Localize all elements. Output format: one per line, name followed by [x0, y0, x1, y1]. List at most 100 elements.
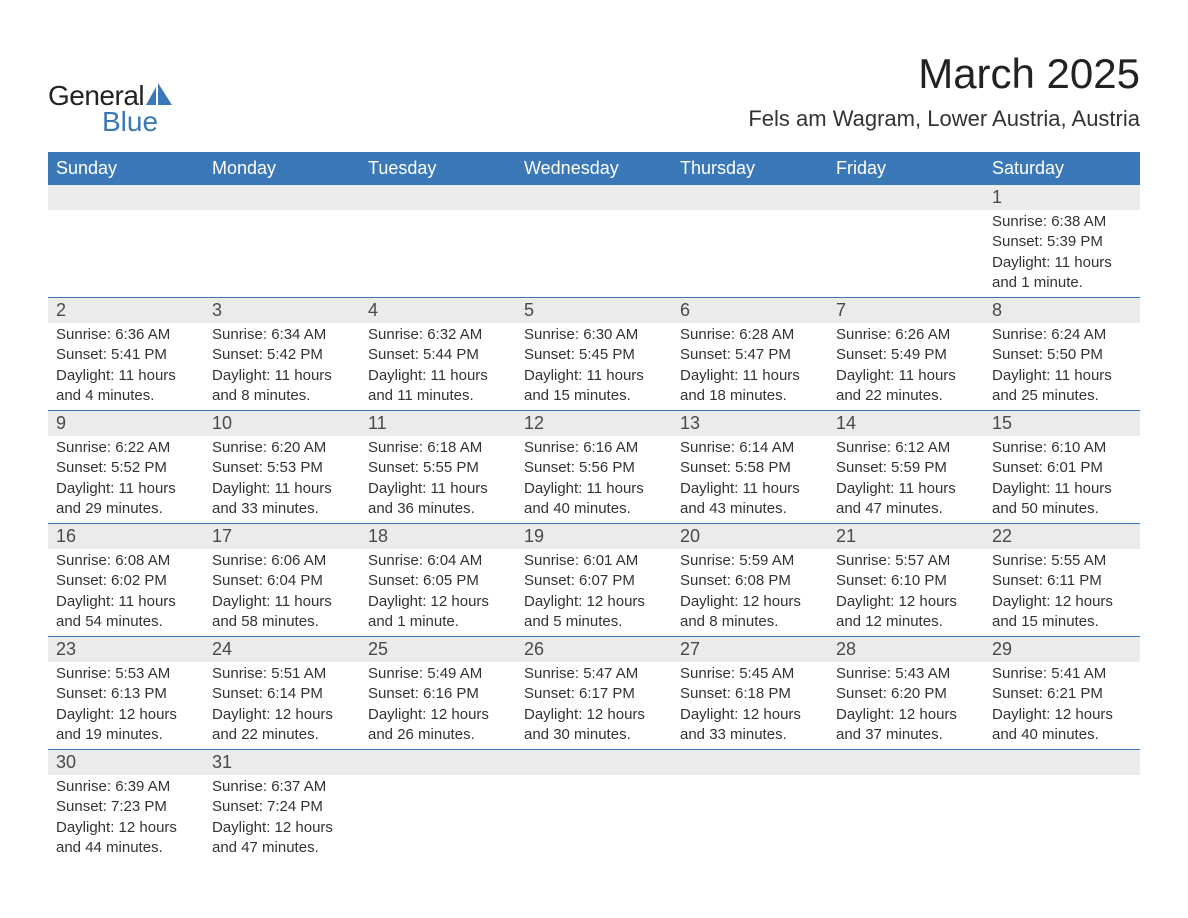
day-detail-line: Sunrise: 5:53 AM	[56, 664, 196, 684]
day-number-cell: 21	[828, 524, 984, 550]
day-detail-cell: Sunrise: 6:30 AMSunset: 5:45 PMDaylight:…	[516, 323, 672, 411]
day-detail-line: and 58 minutes.	[212, 612, 352, 632]
day-detail-cell: Sunrise: 5:47 AMSunset: 6:17 PMDaylight:…	[516, 662, 672, 750]
day-detail-cell: Sunrise: 5:45 AMSunset: 6:18 PMDaylight:…	[672, 662, 828, 750]
logo-text-blue: Blue	[102, 106, 158, 138]
day-detail-line: Sunset: 5:58 PM	[680, 458, 820, 478]
day-detail-cell: Sunrise: 6:12 AMSunset: 5:59 PMDaylight:…	[828, 436, 984, 524]
day-number-cell: 25	[360, 637, 516, 663]
day-detail-line: Daylight: 11 hours	[56, 366, 196, 386]
day-detail-line: Daylight: 12 hours	[680, 705, 820, 725]
calendar-table: SundayMondayTuesdayWednesdayThursdayFrid…	[48, 152, 1140, 862]
day-number-cell	[672, 750, 828, 776]
day-detail-line: Daylight: 11 hours	[680, 366, 820, 386]
day-detail-cell	[984, 775, 1140, 862]
day-detail-line: Sunrise: 6:39 AM	[56, 777, 196, 797]
day-detail-line: Sunrise: 6:16 AM	[524, 438, 664, 458]
day-detail-line: Sunrise: 5:57 AM	[836, 551, 976, 571]
weekday-header: Friday	[828, 152, 984, 185]
day-detail-cell: Sunrise: 6:32 AMSunset: 5:44 PMDaylight:…	[360, 323, 516, 411]
day-detail-line: Daylight: 11 hours	[524, 366, 664, 386]
day-detail-line: Sunrise: 6:37 AM	[212, 777, 352, 797]
day-detail-cell	[672, 775, 828, 862]
day-detail-line: Sunset: 5:59 PM	[836, 458, 976, 478]
day-detail-line: Daylight: 12 hours	[836, 705, 976, 725]
day-detail-line: Sunrise: 6:28 AM	[680, 325, 820, 345]
day-detail-line: Sunrise: 5:51 AM	[212, 664, 352, 684]
weekday-header-row: SundayMondayTuesdayWednesdayThursdayFrid…	[48, 152, 1140, 185]
day-detail-line: Sunset: 6:08 PM	[680, 571, 820, 591]
week-detail-row: Sunrise: 6:36 AMSunset: 5:41 PMDaylight:…	[48, 323, 1140, 411]
day-number-cell: 12	[516, 411, 672, 437]
day-detail-line: Sunset: 6:07 PM	[524, 571, 664, 591]
day-detail-line: and 50 minutes.	[992, 499, 1132, 519]
day-number-cell	[672, 185, 828, 210]
day-detail-cell	[204, 210, 360, 298]
day-detail-cell: Sunrise: 5:55 AMSunset: 6:11 PMDaylight:…	[984, 549, 1140, 637]
page-header: General Blue March 2025 Fels am Wagram, …	[48, 50, 1140, 138]
day-detail-line: and 40 minutes.	[992, 725, 1132, 745]
day-number-cell	[360, 750, 516, 776]
day-detail-line: Sunset: 6:05 PM	[368, 571, 508, 591]
day-detail-line: and 19 minutes.	[56, 725, 196, 745]
day-detail-line: Sunset: 6:01 PM	[992, 458, 1132, 478]
day-detail-line: Sunrise: 5:43 AM	[836, 664, 976, 684]
weekday-header: Tuesday	[360, 152, 516, 185]
day-detail-line: Sunrise: 6:26 AM	[836, 325, 976, 345]
week-daynum-row: 9101112131415	[48, 411, 1140, 437]
day-detail-line: Sunset: 5:49 PM	[836, 345, 976, 365]
day-detail-cell	[516, 775, 672, 862]
day-detail-line: Sunrise: 6:08 AM	[56, 551, 196, 571]
day-detail-line: Daylight: 11 hours	[212, 592, 352, 612]
week-detail-row: Sunrise: 6:22 AMSunset: 5:52 PMDaylight:…	[48, 436, 1140, 524]
day-detail-line: Daylight: 11 hours	[836, 479, 976, 499]
day-detail-line: Sunset: 6:17 PM	[524, 684, 664, 704]
day-detail-line: Daylight: 12 hours	[992, 592, 1132, 612]
day-detail-line: Sunrise: 5:55 AM	[992, 551, 1132, 571]
day-detail-cell: Sunrise: 5:41 AMSunset: 6:21 PMDaylight:…	[984, 662, 1140, 750]
day-detail-cell: Sunrise: 6:22 AMSunset: 5:52 PMDaylight:…	[48, 436, 204, 524]
day-detail-line: Sunset: 6:21 PM	[992, 684, 1132, 704]
day-number-cell: 9	[48, 411, 204, 437]
weekday-header: Saturday	[984, 152, 1140, 185]
day-detail-cell: Sunrise: 5:43 AMSunset: 6:20 PMDaylight:…	[828, 662, 984, 750]
logo: General Blue	[48, 80, 172, 138]
day-detail-cell	[48, 210, 204, 298]
day-detail-line: and 29 minutes.	[56, 499, 196, 519]
day-detail-line: Daylight: 12 hours	[368, 592, 508, 612]
day-detail-line: Sunset: 5:47 PM	[680, 345, 820, 365]
day-detail-line: Sunrise: 6:12 AM	[836, 438, 976, 458]
day-detail-line: Daylight: 11 hours	[992, 479, 1132, 499]
week-detail-row: Sunrise: 6:39 AMSunset: 7:23 PMDaylight:…	[48, 775, 1140, 862]
day-number-cell	[828, 185, 984, 210]
day-detail-cell	[672, 210, 828, 298]
day-detail-line: Sunset: 5:52 PM	[56, 458, 196, 478]
day-detail-line: and 8 minutes.	[212, 386, 352, 406]
logo-sail-icon	[146, 83, 172, 105]
day-detail-line: Sunset: 6:18 PM	[680, 684, 820, 704]
day-number-cell: 29	[984, 637, 1140, 663]
day-detail-cell: Sunrise: 6:28 AMSunset: 5:47 PMDaylight:…	[672, 323, 828, 411]
day-detail-line: Daylight: 11 hours	[56, 592, 196, 612]
day-detail-line: Sunset: 5:56 PM	[524, 458, 664, 478]
day-detail-line: Sunset: 5:44 PM	[368, 345, 508, 365]
day-detail-line: Sunset: 5:50 PM	[992, 345, 1132, 365]
day-number-cell: 2	[48, 298, 204, 324]
day-detail-cell	[828, 775, 984, 862]
day-number-cell: 23	[48, 637, 204, 663]
day-detail-line: Sunset: 6:02 PM	[56, 571, 196, 591]
day-number-cell: 15	[984, 411, 1140, 437]
day-number-cell	[48, 185, 204, 210]
day-detail-line: Sunrise: 6:24 AM	[992, 325, 1132, 345]
day-number-cell: 10	[204, 411, 360, 437]
weekday-header: Monday	[204, 152, 360, 185]
day-detail-line: and 47 minutes.	[212, 838, 352, 858]
day-detail-line: Sunset: 5:45 PM	[524, 345, 664, 365]
day-detail-line: Daylight: 11 hours	[992, 253, 1132, 273]
day-detail-cell: Sunrise: 6:34 AMSunset: 5:42 PMDaylight:…	[204, 323, 360, 411]
day-number-cell	[984, 750, 1140, 776]
week-daynum-row: 23242526272829	[48, 637, 1140, 663]
day-detail-line: and 1 minute.	[368, 612, 508, 632]
weekday-header: Sunday	[48, 152, 204, 185]
day-detail-line: and 4 minutes.	[56, 386, 196, 406]
